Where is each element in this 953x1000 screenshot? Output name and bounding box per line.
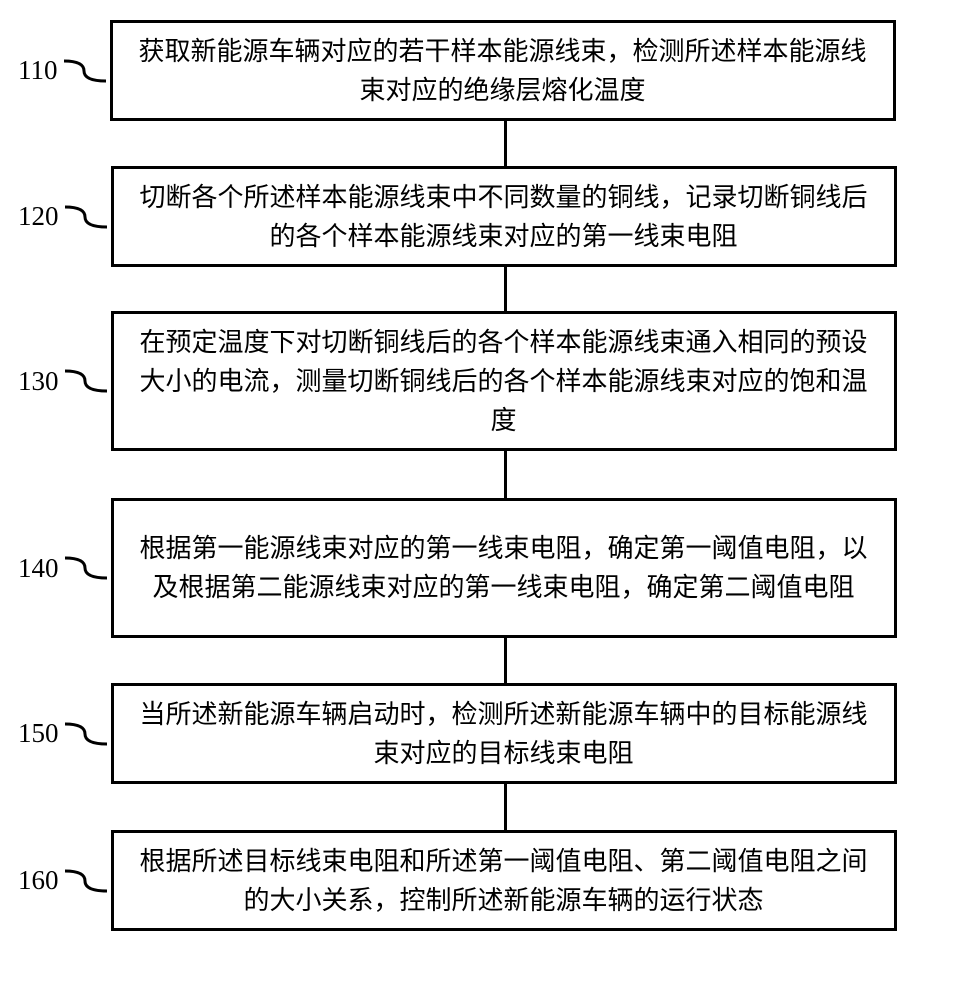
step-1-container: 110 获取新能源车辆对应的若干样本能源线束，检测所述样本能源线束对应的绝缘层熔… — [18, 20, 896, 121]
bracket-icon — [65, 369, 107, 393]
step-5-number: 150 — [18, 718, 59, 749]
step-5-box: 当所述新能源车辆启动时，检测所述新能源车辆中的目标能源线束对应的目标线束电阻 — [111, 683, 897, 784]
step-2-number: 120 — [18, 201, 59, 232]
step-5-container: 150 当所述新能源车辆启动时，检测所述新能源车辆中的目标能源线束对应的目标线束… — [18, 683, 897, 784]
step-4-text: 根据第一能源线束对应的第一线束电阻，确定第一阈值电阻，以及根据第二能源线束对应的… — [134, 529, 874, 607]
step-2-text: 切断各个所述样本能源线束中不同数量的铜线，记录切断铜线后的各个样本能源线束对应的… — [134, 178, 874, 256]
flowchart-container: 110 获取新能源车辆对应的若干样本能源线束，检测所述样本能源线束对应的绝缘层熔… — [0, 0, 953, 1000]
step-4-container: 140 根据第一能源线束对应的第一线束电阻，确定第一阈值电阻，以及根据第二能源线… — [18, 498, 897, 638]
step-3-number: 130 — [18, 366, 59, 397]
step-6-box: 根据所述目标线束电阻和所述第一阈值电阻、第二阈值电阻之间的大小关系，控制所述新能… — [111, 830, 897, 931]
step-3-text: 在预定温度下对切断铜线后的各个样本能源线束通入相同的预设大小的电流，测量切断铜线… — [134, 323, 874, 440]
step-3-container: 130 在预定温度下对切断铜线后的各个样本能源线束通入相同的预设大小的电流，测量… — [18, 311, 897, 451]
connector-2 — [504, 267, 507, 311]
step-2-container: 120 切断各个所述样本能源线束中不同数量的铜线，记录切断铜线后的各个样本能源线… — [18, 166, 897, 267]
connector-3 — [504, 451, 507, 498]
step-6-number: 160 — [18, 865, 59, 896]
step-4-number: 140 — [18, 553, 59, 584]
step-2-box: 切断各个所述样本能源线束中不同数量的铜线，记录切断铜线后的各个样本能源线束对应的… — [111, 166, 897, 267]
connector-5 — [504, 784, 507, 830]
step-6-container: 160 根据所述目标线束电阻和所述第一阈值电阻、第二阈值电阻之间的大小关系，控制… — [18, 830, 897, 931]
step-1-box: 获取新能源车辆对应的若干样本能源线束，检测所述样本能源线束对应的绝缘层熔化温度 — [110, 20, 896, 121]
step-1-number: 110 — [18, 55, 58, 86]
bracket-icon — [65, 722, 107, 746]
bracket-icon — [64, 59, 106, 83]
connector-1 — [504, 121, 507, 166]
step-1-text: 获取新能源车辆对应的若干样本能源线束，检测所述样本能源线束对应的绝缘层熔化温度 — [133, 32, 873, 110]
step-4-box: 根据第一能源线束对应的第一线束电阻，确定第一阈值电阻，以及根据第二能源线束对应的… — [111, 498, 897, 638]
connector-4 — [504, 638, 507, 683]
bracket-icon — [65, 869, 107, 893]
bracket-icon — [65, 205, 107, 229]
step-3-box: 在预定温度下对切断铜线后的各个样本能源线束通入相同的预设大小的电流，测量切断铜线… — [111, 311, 897, 451]
step-5-text: 当所述新能源车辆启动时，检测所述新能源车辆中的目标能源线束对应的目标线束电阻 — [134, 695, 874, 773]
bracket-icon — [65, 556, 107, 580]
step-6-text: 根据所述目标线束电阻和所述第一阈值电阻、第二阈值电阻之间的大小关系，控制所述新能… — [134, 842, 874, 920]
